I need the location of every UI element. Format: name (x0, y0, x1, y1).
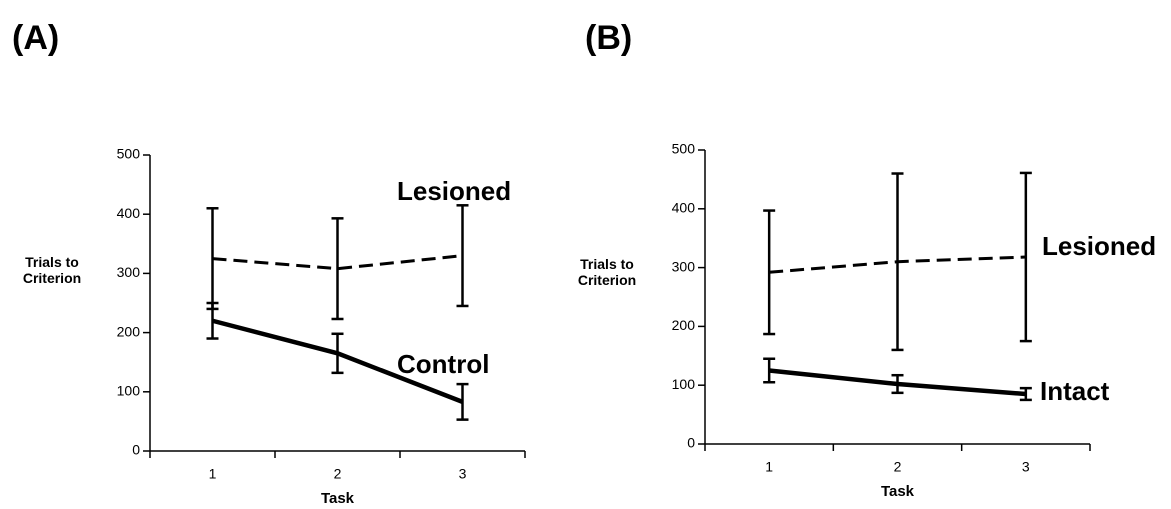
y-tick-label: 300 (117, 264, 141, 280)
y-tick-label: 500 (672, 141, 696, 157)
x-axis-label: Task (321, 490, 355, 507)
series-label: Control (397, 349, 489, 379)
y-axis-label: Trials to Criterion (577, 256, 637, 288)
panel-title: (B) (585, 19, 632, 57)
y-tick-label: 100 (117, 383, 141, 399)
y-tick-label: 400 (117, 205, 141, 221)
x-tick-label: 1 (209, 466, 217, 482)
x-tick-label: 3 (1022, 459, 1030, 475)
x-tick-label: 3 (459, 466, 467, 482)
y-tick-label: 0 (687, 435, 695, 451)
y-tick-label: 500 (117, 146, 141, 162)
y-tick-label: 300 (672, 258, 696, 274)
x-tick-label: 1 (765, 459, 773, 475)
y-tick-label: 100 (672, 376, 696, 392)
x-tick-label: 2 (334, 466, 342, 482)
y-axis-label: Trials to Criterion (22, 254, 82, 286)
y-tick-label: 400 (672, 200, 696, 216)
x-tick-label: 2 (894, 459, 902, 475)
y-tick-label: 200 (117, 323, 141, 339)
series-label: Lesioned (1042, 231, 1156, 261)
y-tick-label: 0 (132, 442, 140, 458)
panel-title: (A) (12, 19, 59, 57)
series-label: Lesioned (397, 176, 511, 206)
y-tick-label: 200 (672, 317, 696, 333)
x-axis-label: Task (881, 483, 915, 500)
series-label: Intact (1040, 376, 1110, 406)
